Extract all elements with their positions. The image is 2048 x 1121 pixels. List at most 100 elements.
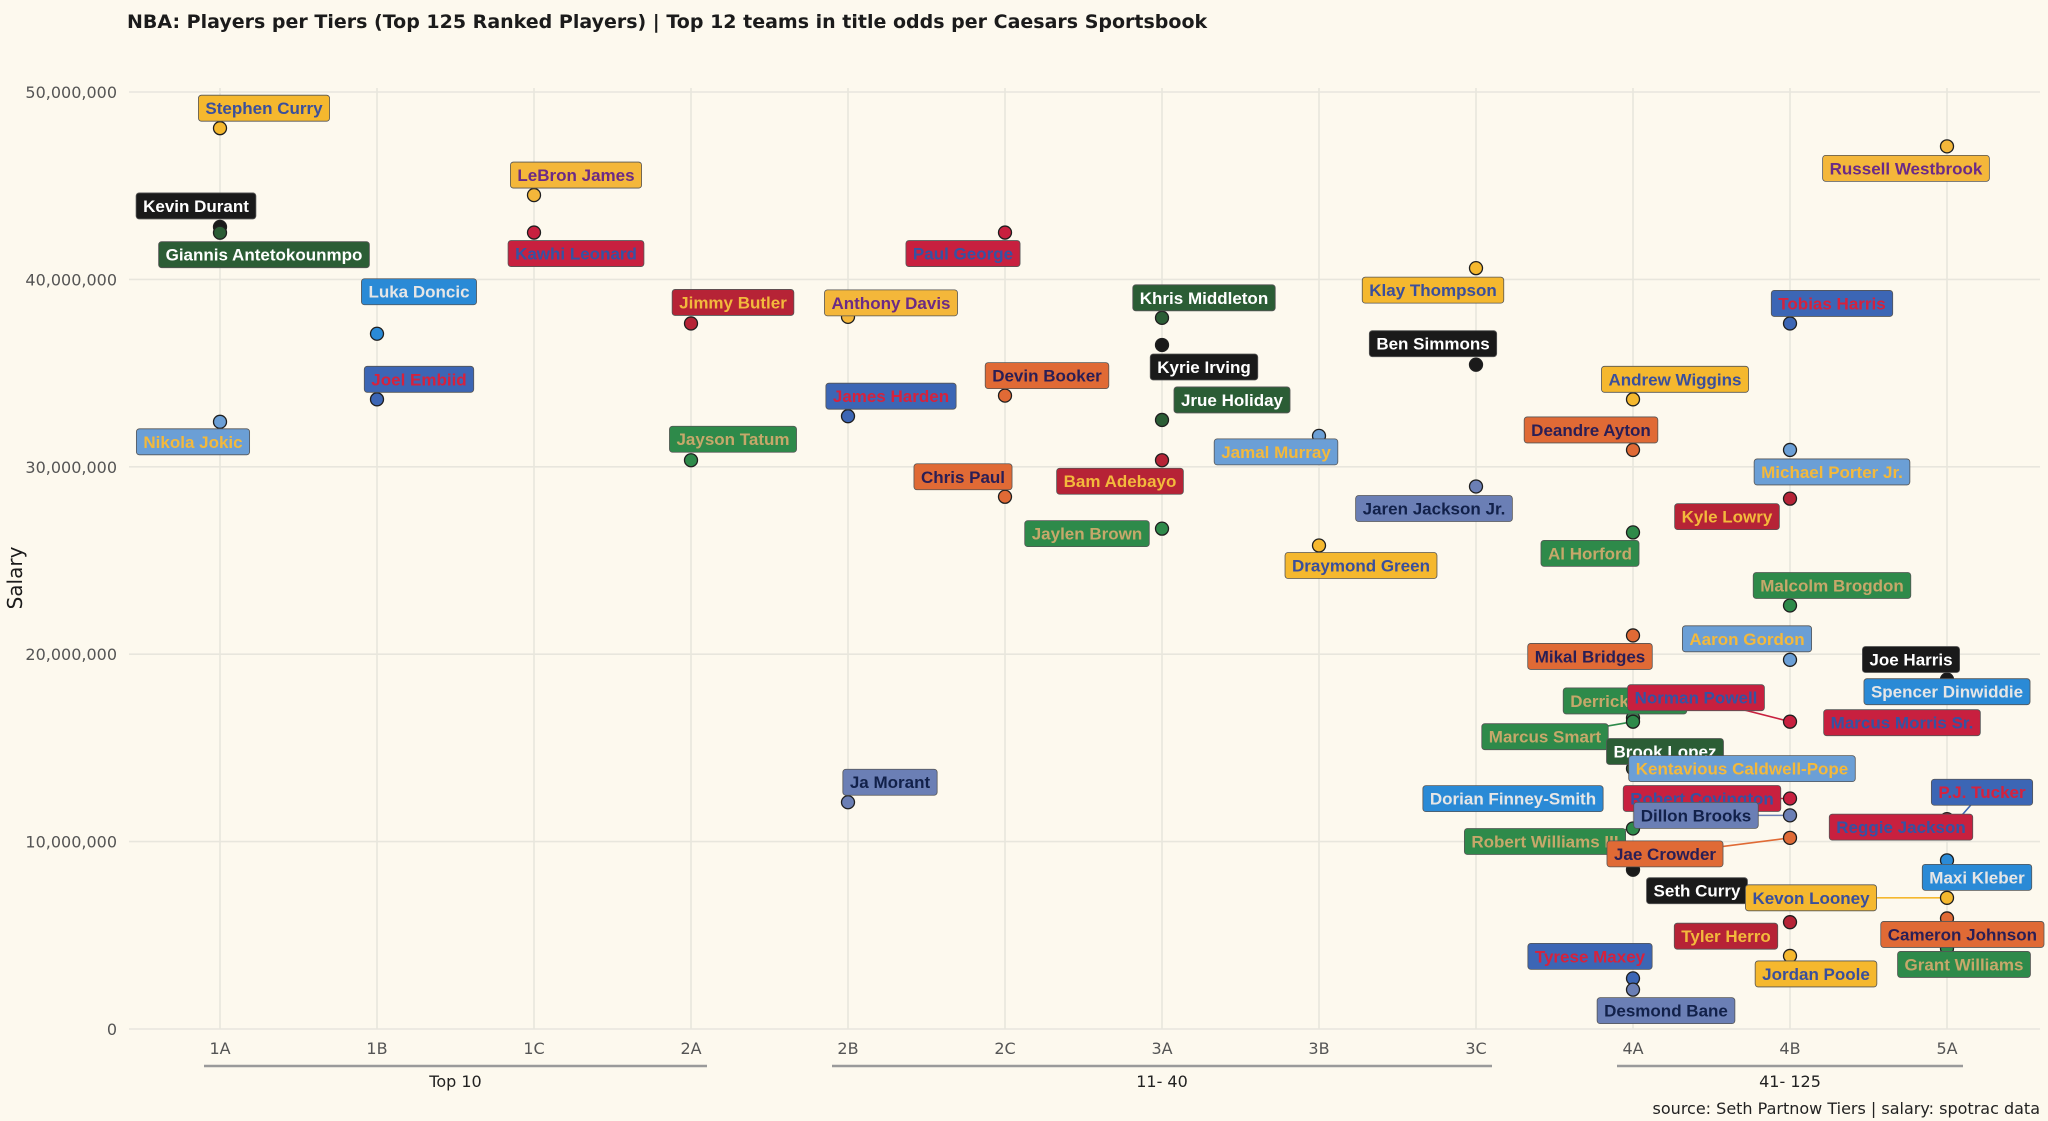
player-label-box [361, 278, 477, 306]
tier-group-label: 41- 125 [1759, 1072, 1821, 1091]
player-label: Aaron Gordon [1689, 630, 1804, 649]
x-tick-label: 2B [837, 1039, 858, 1058]
data-point [683, 453, 699, 468]
player-label-box [135, 428, 251, 456]
data-point [1625, 982, 1641, 997]
y-tick-label: 0 [107, 1020, 117, 1039]
data-point [1154, 337, 1170, 353]
data-point [1311, 538, 1327, 553]
data-point [1154, 412, 1170, 428]
player-label: James Harden [833, 387, 949, 406]
player-label-box [1606, 840, 1724, 868]
data-point [1154, 521, 1170, 536]
x-tick-label: 5A [1936, 1039, 1957, 1058]
player-label: P.J. Tucker [1938, 783, 2026, 802]
player-label: Giannis Antetokounmpo [166, 246, 363, 265]
player-label: Mikal Bridges [1535, 647, 1646, 666]
y-tick-label: 10,000,000 [25, 833, 117, 852]
data-point [1154, 453, 1170, 468]
data-point [1625, 628, 1641, 643]
data-point [1782, 808, 1798, 823]
player-label-box [1284, 552, 1438, 579]
tier-group-label: Top 10 [428, 1072, 481, 1091]
player-label-box [1132, 284, 1276, 312]
player-label: Chris Paul [921, 468, 1005, 487]
data-point [1939, 139, 1955, 154]
player-label: Tyler Herro [1681, 927, 1770, 946]
player-label-box [1897, 951, 2031, 978]
player-label: Luka Doncic [368, 283, 469, 302]
y-axis-label: Salary [3, 546, 27, 609]
player-label: Al Horford [1548, 544, 1632, 563]
player-label-box [1753, 458, 1911, 486]
player-label: Ja Morant [850, 773, 931, 792]
player-label-box [1745, 884, 1877, 912]
player-labels: Stephen Curry Kevin Durant Giannis Antetok… [135, 94, 2045, 1025]
x-tick-label: 4B [1779, 1039, 1800, 1058]
data-point [1625, 525, 1641, 540]
player-label-box [913, 463, 1013, 491]
x-tick-label: 1B [366, 1039, 387, 1058]
player-label: Kevon Looney [1752, 889, 1870, 908]
player-label: Nikola Jokic [143, 433, 242, 452]
player-label-box [1173, 386, 1291, 414]
player-label: Kyle Lowry [1682, 508, 1773, 527]
player-label-box [135, 192, 257, 220]
player-label-box [1880, 921, 2045, 948]
player-label-box [671, 289, 795, 316]
player-label: Marcus Morris Sr. [1831, 714, 1974, 733]
player-label: Kyrie Irving [1157, 358, 1251, 377]
x-tick-label: 3B [1308, 1039, 1329, 1058]
player-label: Khris Middleton [1140, 289, 1268, 308]
player-label: Tobias Harris [1778, 294, 1885, 313]
x-tick-label: 1C [523, 1039, 544, 1058]
data-point [1154, 310, 1170, 325]
player-label: Malcolm Brogdon [1760, 576, 1904, 595]
player-label-box [1828, 813, 1974, 841]
player-label: LeBron James [517, 166, 634, 185]
player-label-box [1822, 154, 1990, 182]
player-label-box [1930, 778, 2034, 806]
player-label-box [1149, 353, 1259, 381]
player-label-box [1527, 643, 1653, 670]
player-label: Klay Thompson [1369, 281, 1497, 300]
y-tick-label: 30,000,000 [25, 458, 117, 477]
data-point [1782, 652, 1798, 667]
axis-ticks: 0 10,000,000 20,000,000 30,000,000 40,000,00… [25, 83, 1957, 1058]
x-tick-label: 1A [209, 1039, 230, 1058]
player-label-box [1628, 755, 1856, 783]
player-label-box [1770, 290, 1894, 317]
player-label-box [669, 425, 797, 453]
player-label: Andrew Wiggins [1608, 370, 1741, 389]
player-label: Spencer Dinwiddie [1871, 683, 2023, 702]
data-point [997, 225, 1013, 240]
player-label: Anthony Davis [831, 294, 950, 313]
data-point [840, 795, 856, 810]
data-point [1625, 714, 1641, 729]
chart-title: NBA: Players per Tiers (Top 125 Ranked P… [127, 11, 1208, 33]
data-point [1782, 791, 1798, 806]
data-point [212, 121, 228, 136]
player-label-box [842, 768, 938, 796]
data-point [1782, 915, 1798, 930]
player-label-box [1627, 684, 1765, 712]
y-tick-label: 40,000,000 [25, 270, 117, 289]
data-point [840, 409, 856, 424]
player-label: Jaren Jackson Jr. [1363, 499, 1506, 518]
data-point [369, 326, 385, 341]
player-label: Deandre Ayton [1531, 421, 1651, 440]
player-label: Maxi Kleber [1929, 868, 2025, 887]
player-label: Cameron Johnson [1888, 925, 2037, 944]
data-point [1782, 714, 1798, 729]
data-point [997, 388, 1013, 403]
data-point [1782, 491, 1798, 506]
x-tick-label: 3A [1151, 1039, 1172, 1058]
player-label-box [363, 365, 475, 393]
data-point [526, 225, 542, 240]
player-label-box [1863, 678, 2031, 706]
player-label: Marcus Smart [1489, 728, 1602, 747]
data-point [1782, 442, 1798, 458]
player-label-box [1481, 723, 1609, 751]
player-label-box [1754, 960, 1878, 988]
player-label: Joel Embiid [371, 370, 466, 389]
